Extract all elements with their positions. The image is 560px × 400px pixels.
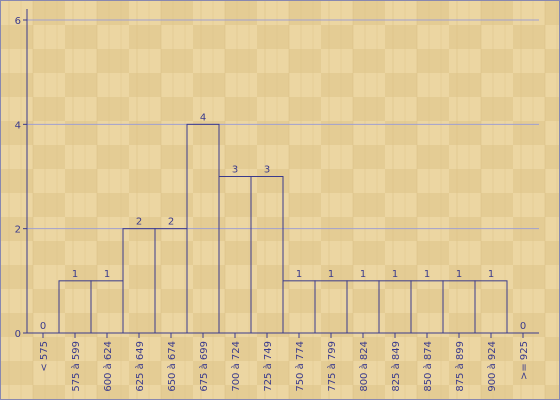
category-label-9: 775 à 799 (326, 341, 338, 392)
y-tick-label-3: 6 (15, 16, 21, 27)
category-label-6: 700 à 724 (230, 341, 242, 392)
axes (23, 9, 539, 338)
y-tick-label-2: 4 (15, 120, 21, 131)
value-label-10: 1 (360, 269, 366, 280)
y-tick-label-1: 2 (15, 225, 21, 236)
category-label-4: 650 à 674 (166, 341, 178, 392)
y-tick-label-0: 0 (15, 329, 21, 340)
category-label-8: 750 à 774 (294, 341, 306, 392)
value-label-7: 3 (264, 165, 270, 176)
value-label-13: 1 (456, 269, 462, 280)
value-label-14: 1 (488, 269, 494, 280)
value-label-0: 0 (40, 321, 46, 332)
value-label-5: 4 (200, 112, 206, 123)
category-label-2: 600 à 624 (102, 341, 114, 392)
category-label-12: 850 à 874 (422, 341, 434, 392)
category-label-5: 675 à 699 (198, 341, 210, 392)
category-label-13: 875 à 899 (454, 341, 466, 392)
category-label-10: 800 à 824 (358, 341, 370, 392)
category-label-14: 900 à 924 (486, 341, 498, 392)
category-label-7: 725 à 749 (262, 341, 274, 392)
value-label-2: 1 (104, 269, 110, 280)
category-label-15: >= 925 (519, 341, 530, 380)
value-label-3: 2 (136, 217, 142, 228)
category-label-0: < 575 (39, 341, 50, 372)
labels: 0 2 4 6 0 < 575 1 575 à 599 1 600 à 624 2 625 à 649… (15, 16, 530, 392)
value-label-15: 0 (520, 321, 526, 332)
value-label-4: 2 (168, 217, 174, 228)
value-label-12: 1 (424, 269, 430, 280)
category-label-1: 575 à 599 (70, 341, 82, 392)
value-label-11: 1 (392, 269, 398, 280)
category-label-3: 625 à 649 (134, 341, 146, 392)
value-label-1: 1 (72, 269, 78, 280)
value-label-6: 3 (232, 165, 238, 176)
category-label-11: 825 à 849 (390, 341, 402, 392)
value-label-9: 1 (328, 269, 334, 280)
value-label-8: 1 (296, 269, 302, 280)
